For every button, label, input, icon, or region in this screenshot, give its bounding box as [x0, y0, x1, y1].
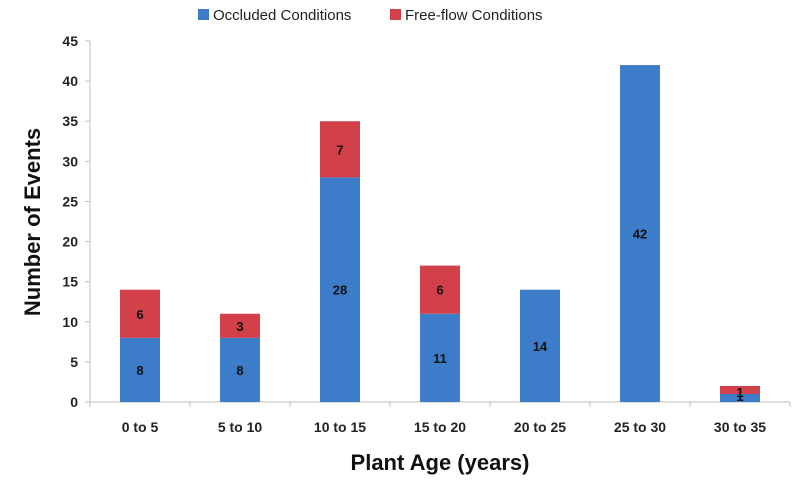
data-label: 28 [333, 283, 347, 298]
data-label: 1 [736, 385, 743, 400]
bar-free-flow [720, 385, 760, 394]
x-axis-title: Plant Age (years) [351, 450, 530, 475]
bar-free-flow [420, 265, 460, 314]
bar-occluded [420, 313, 460, 402]
x-tick-label: 5 to 10 [218, 419, 263, 435]
x-tick-label: 15 to 20 [414, 419, 466, 435]
legend-label: Occluded Conditions [213, 7, 351, 24]
y-tick-label: 45 [62, 33, 78, 49]
y-axis-title: Number of Events [20, 128, 45, 316]
legend-swatch [390, 9, 401, 20]
y-tick-label: 10 [62, 314, 78, 330]
x-tick-label: 0 to 5 [122, 419, 159, 435]
legend-label: Free-flow Conditions [405, 7, 543, 24]
y-tick-label: 40 [62, 73, 78, 89]
x-tick-label: 30 to 35 [714, 419, 766, 435]
bar-occluded [720, 393, 760, 402]
bar-free-flow [120, 289, 160, 338]
bar-occluded [120, 337, 160, 402]
bar-free-flow [320, 121, 360, 178]
y-tick-label: 20 [62, 234, 78, 250]
y-tick-label: 25 [62, 193, 78, 209]
data-label: 7 [336, 142, 343, 157]
y-tick-label: 0 [70, 394, 78, 410]
data-label: 8 [136, 363, 143, 378]
legend: Occluded Conditions Free-flow Conditions [198, 7, 543, 24]
data-label: 42 [633, 227, 647, 242]
y-tick-label: 15 [62, 274, 78, 290]
y-tick-label: 30 [62, 153, 78, 169]
y-tick-label: 35 [62, 113, 78, 129]
data-label: 3 [236, 319, 243, 334]
y-axis-ticks: 0 5 10 15 20 25 30 35 40 45 [62, 33, 90, 410]
bar-occluded [220, 337, 260, 402]
bar-occluded [620, 65, 660, 403]
y-tick-label: 5 [70, 354, 78, 370]
x-tick-label: 20 to 25 [514, 419, 566, 435]
x-axis-ticks: 0 to 5 5 to 10 10 to 15 15 to 20 20 to 25 25 … [89, 402, 791, 435]
data-label: 6 [136, 307, 143, 322]
x-tick-label: 10 to 15 [314, 419, 366, 435]
bar-free-flow [220, 313, 260, 338]
bar-occluded [520, 289, 560, 402]
data-label: 1 [736, 389, 743, 404]
legend-swatch [198, 9, 209, 20]
data-label: 14 [533, 339, 548, 354]
bar-occluded [320, 177, 360, 402]
data-label: 6 [436, 283, 443, 298]
data-label: 11 [433, 351, 447, 366]
data-label: 8 [236, 363, 243, 378]
x-tick-label: 25 to 30 [614, 419, 666, 435]
bars: 8 6 8 3 28 7 11 6 14 42 11 [120, 65, 760, 404]
